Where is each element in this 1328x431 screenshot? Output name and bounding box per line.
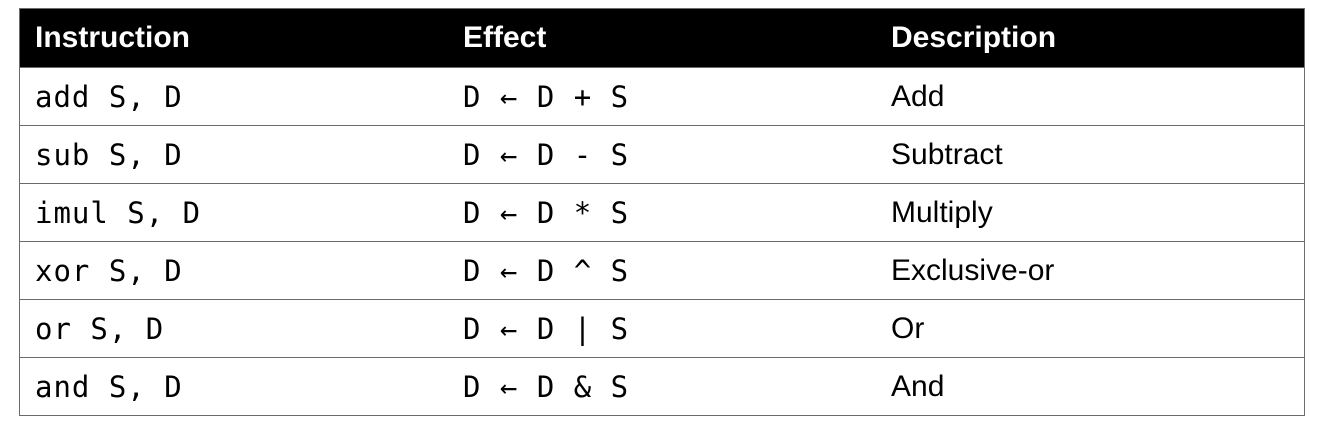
description-cell: And bbox=[891, 369, 945, 403]
table-row: add S, D D ← D + S Add bbox=[20, 67, 1304, 125]
instruction-cell: add S, D bbox=[35, 79, 183, 114]
description-cell: Exclusive-or bbox=[891, 253, 1055, 287]
effect-cell: D ← D ^ S bbox=[463, 253, 630, 288]
description-cell: Multiply bbox=[891, 195, 993, 229]
table-header: Instruction Effect Description bbox=[20, 9, 1304, 67]
instruction-table: Instruction Effect Description add S, D … bbox=[19, 8, 1305, 416]
table-row: sub S, D D ← D - S Subtract bbox=[20, 125, 1304, 183]
effect-cell: D ← D * S bbox=[463, 195, 630, 230]
description-cell: Add bbox=[891, 79, 945, 113]
instruction-cell: xor S, D bbox=[35, 253, 183, 288]
instruction-cell: or S, D bbox=[35, 311, 165, 346]
table-row: xor S, D D ← D ^ S Exclusive-or bbox=[20, 241, 1304, 299]
table-row: or S, D D ← D | S Or bbox=[20, 299, 1304, 357]
table-row: imul S, D D ← D * S Multiply bbox=[20, 183, 1304, 241]
effect-cell: D ← D - S bbox=[463, 137, 630, 172]
effect-cell: D ← D + S bbox=[463, 79, 630, 114]
description-cell: Subtract bbox=[891, 137, 1003, 171]
table-row: and S, D D ← D & S And bbox=[20, 357, 1304, 415]
effect-cell: D ← D & S bbox=[463, 369, 630, 404]
description-cell: Or bbox=[891, 311, 925, 345]
header-description: Description bbox=[891, 21, 1057, 54]
header-instruction: Instruction bbox=[35, 21, 190, 54]
header-effect: Effect bbox=[463, 21, 547, 54]
instruction-cell: and S, D bbox=[35, 369, 183, 404]
instruction-cell: imul S, D bbox=[35, 195, 202, 230]
effect-cell: D ← D | S bbox=[463, 311, 630, 346]
instruction-cell: sub S, D bbox=[35, 137, 183, 172]
